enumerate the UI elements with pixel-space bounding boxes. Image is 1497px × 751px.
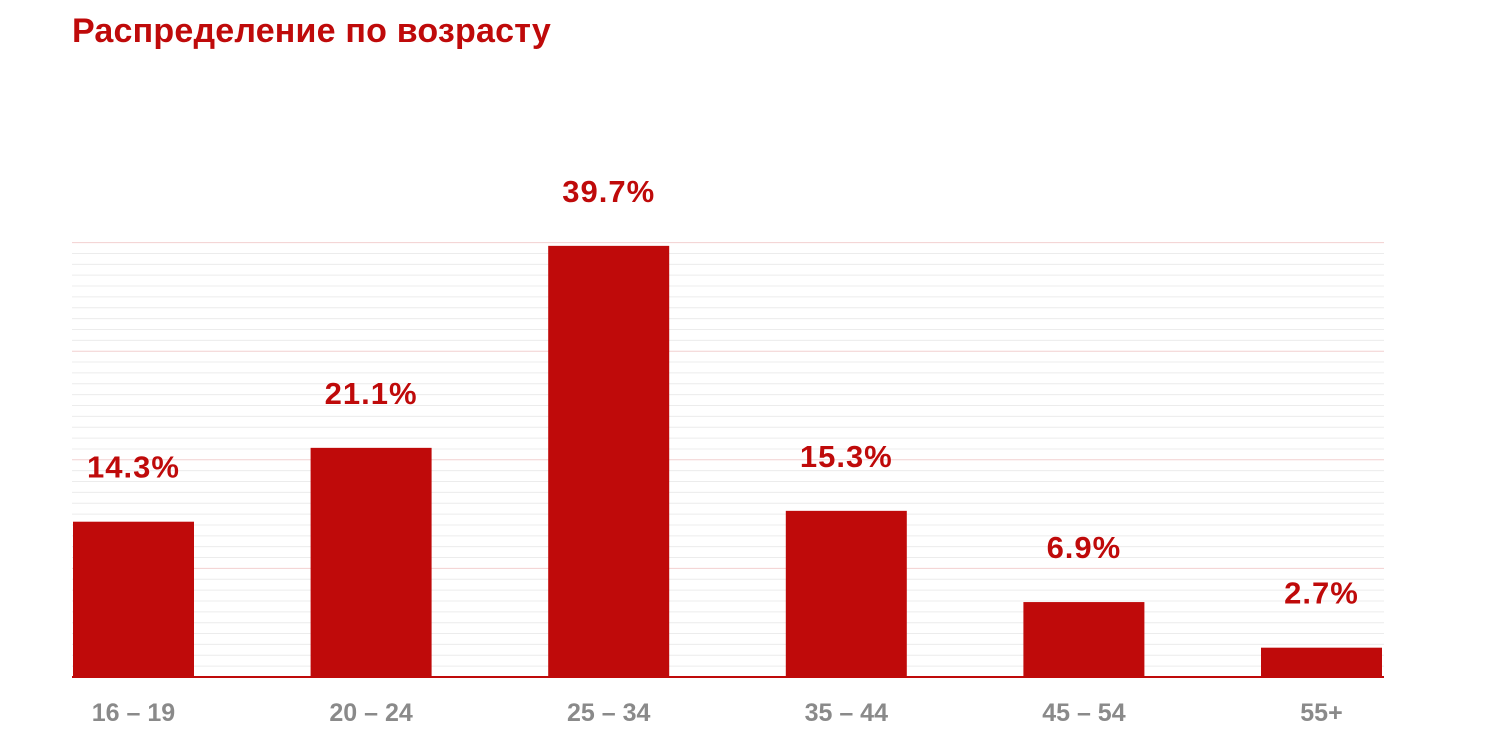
bars [73,245,1382,677]
value-label-6: 2.7% [1284,576,1359,611]
bar-2 [310,447,432,677]
value-label-1: 14.3% [87,450,180,485]
bar-3 [548,245,670,677]
x-tick-label-4: 35 – 44 [805,699,889,727]
x-tick-label-1: 16 – 19 [92,699,175,727]
bar-6 [1261,647,1382,677]
value-label-2: 21.1% [325,376,418,411]
chart-title: Распределение по возрасту [72,12,552,50]
x-tick-label-6: 55+ [1300,699,1342,727]
x-tick-label-2: 20 – 24 [329,699,413,727]
x-tick-label-5: 45 – 54 [1042,699,1126,727]
bar-1 [73,521,194,677]
value-label-4: 15.3% [800,439,893,474]
value-label-5: 6.9% [1047,530,1122,565]
value-labels: 14.3% 21.1% 39.7% 15.3% 6.9% 2.7% [87,174,1359,611]
x-tick-labels: 16 – 19 20 – 24 25 – 34 35 – 44 45 – 54 55+ [92,699,1343,727]
bar-5 [1023,602,1145,677]
x-tick-label-3: 25 – 34 [567,699,651,727]
gridlines [72,242,1384,678]
value-label-3: 39.7% [562,174,655,209]
bar-4 [785,510,907,677]
